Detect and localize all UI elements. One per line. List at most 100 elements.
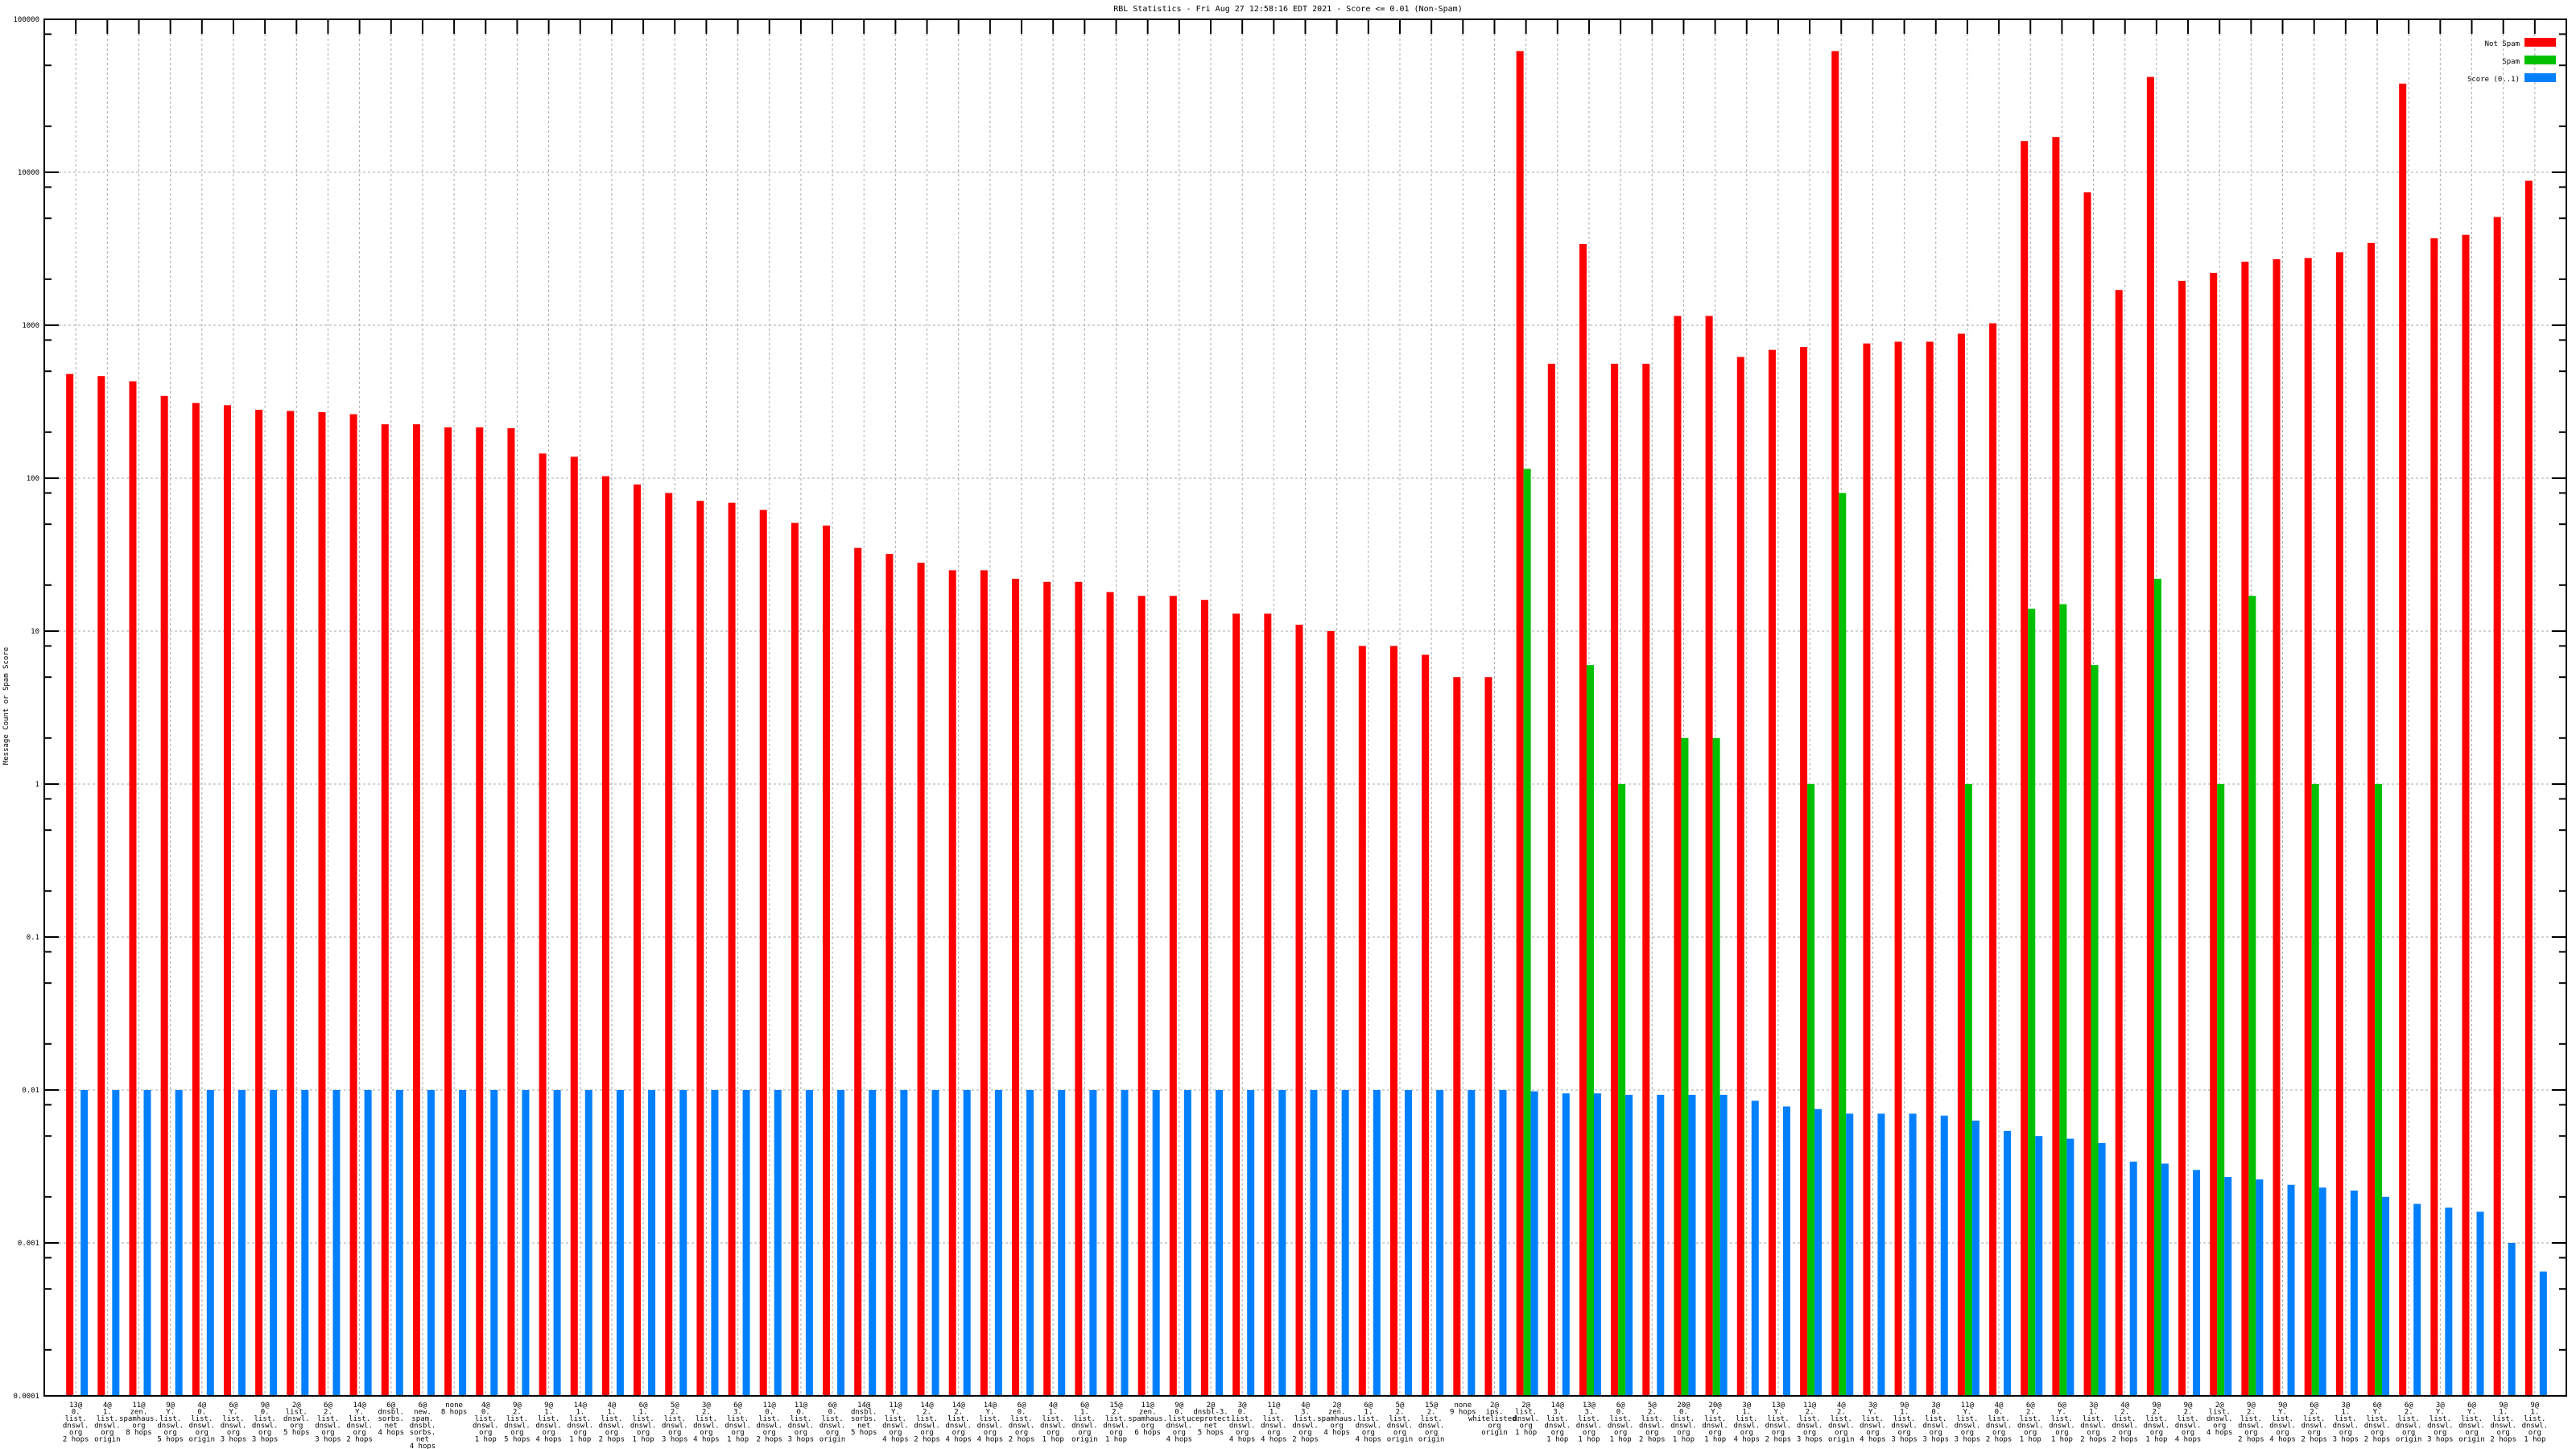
legend-label: Score (0..1) xyxy=(2467,76,2520,84)
bar-score xyxy=(1121,1090,1129,1396)
x-tick-label-line: list. xyxy=(633,1415,654,1423)
bar-score xyxy=(1719,1094,1728,1396)
x-tick-label-line: 1 hop xyxy=(1042,1436,1064,1444)
bar-spam xyxy=(1681,737,1689,1396)
bar-not-spam xyxy=(476,427,484,1396)
bar-score xyxy=(2161,1163,2169,1396)
bar-score xyxy=(2413,1203,2421,1396)
x-tick-label: 9@ 0. list. dnswl. org 4 hops xyxy=(1166,1402,1193,1444)
bar-score xyxy=(301,1090,309,1396)
x-tick-label: 6@ 1. list. dnswl. org 4 hops xyxy=(1356,1402,1382,1444)
x-tick-label-line: 1. xyxy=(1364,1409,1373,1417)
bar-score xyxy=(805,1090,813,1396)
bar-score xyxy=(395,1090,403,1396)
bar-score xyxy=(1530,1091,1538,1396)
x-tick-label-line: list. xyxy=(1704,1415,1726,1423)
x-tick-label-line: 3 hops xyxy=(1891,1436,1918,1444)
x-tick-label-line: dnswl. xyxy=(756,1422,782,1430)
x-tick-label-line: list. xyxy=(1893,1415,1915,1423)
bar-not-spam xyxy=(381,424,389,1396)
x-tick-label-line: dnswl. xyxy=(315,1422,341,1430)
bar-not-spam xyxy=(192,402,200,1397)
x-tick-label-line: 3@ xyxy=(1931,1402,1940,1410)
bar-not-spam xyxy=(917,563,925,1396)
bar-score xyxy=(459,1090,467,1396)
x-tick-label-line: list. xyxy=(1294,1415,1316,1423)
bar-score xyxy=(237,1090,246,1396)
x-tick-label-line: 1 hop xyxy=(1704,1436,1726,1444)
x-tick-label-line: 0. xyxy=(796,1409,805,1417)
x-tick-label-line: dnswl. xyxy=(1292,1422,1319,1430)
x-tick-label-line: list. xyxy=(1862,1415,1884,1423)
x-tick-label-line: net xyxy=(857,1422,870,1430)
x-tick-label-line: 5 hops xyxy=(1198,1429,1224,1437)
bar-not-spam xyxy=(1453,677,1461,1396)
x-tick-label-line: dnsbl. xyxy=(410,1422,436,1430)
y-tick-label: 1 xyxy=(35,781,39,789)
x-tick-label-line: list. xyxy=(1546,1415,1568,1423)
x-tick-label-line: org xyxy=(637,1429,650,1437)
x-tick-label-line: dnswl. xyxy=(504,1422,530,1430)
bar-not-spam xyxy=(601,476,609,1396)
x-tick-label-line: 2. xyxy=(1648,1409,1657,1417)
x-tick-label-line: 4 hops xyxy=(1860,1436,1886,1444)
x-tick-label-line: org xyxy=(1992,1429,2005,1437)
y-tick-label: 0.01 xyxy=(22,1087,39,1095)
x-tick-label-line: origin xyxy=(1418,1436,1445,1444)
x-tick-label-line: dnswl. xyxy=(724,1422,751,1430)
x-tick-label-line: 5 hops xyxy=(283,1429,310,1437)
x-tick-label-line: 1. xyxy=(1049,1409,1058,1417)
bar-score xyxy=(1593,1093,1601,1396)
bar-not-spam xyxy=(2304,258,2312,1396)
x-tick-label-line: 4 hops xyxy=(693,1436,720,1444)
x-tick-label-line: dnswl. xyxy=(2144,1422,2170,1430)
x-tick-label-line: org xyxy=(1897,1429,1910,1437)
x-tick-label-line: list. xyxy=(1925,1415,1946,1423)
x-tick-label: 3@ 1. list. dnswl. org 4 hops xyxy=(1734,1402,1761,1444)
x-tick-label-line: org xyxy=(132,1422,145,1430)
x-tick-label-line: 2@ xyxy=(1207,1402,1216,1410)
bar-not-spam xyxy=(2083,192,2091,1397)
x-tick-label: 4@ 1. list. dnswl. org 2 hops xyxy=(599,1402,625,1444)
bar-not-spam xyxy=(1800,347,1808,1396)
x-tick-label-line: 6@ xyxy=(1364,1402,1373,1410)
x-tick-label: 14@ 1. list. dnswl. org 1 hop xyxy=(568,1402,594,1444)
bar-score xyxy=(2445,1208,2453,1396)
bar-score xyxy=(2066,1138,2074,1396)
x-tick-label-line: list. xyxy=(2366,1415,2388,1423)
x-tick-label-line: 1. xyxy=(2499,1409,2508,1417)
x-tick-label-line: dnswl. xyxy=(1103,1422,1129,1430)
legend-swatch xyxy=(2524,38,2556,47)
x-tick-label-line: org xyxy=(1551,1429,1564,1437)
bar-not-spam xyxy=(287,411,295,1396)
x-tick-label-line: Y. xyxy=(1711,1409,1719,1417)
x-tick-label: 13@ Y. list. dnswl. org 2 hops xyxy=(1765,1402,1792,1444)
bar-score xyxy=(1877,1113,1885,1396)
x-tick-label-line: 20@ xyxy=(1708,1402,1722,1410)
x-tick-label: 9@ Y. list. dnswl. org 5 hops xyxy=(157,1402,184,1444)
x-tick-label: 2@ list. dnswl. org 4 hops xyxy=(2207,1402,2233,1437)
x-tick-label-line: org xyxy=(2308,1429,2321,1437)
bar-not-spam xyxy=(886,554,894,1396)
x-tick-label-line: 14@ xyxy=(574,1402,588,1410)
x-tick-label-line: origin xyxy=(2396,1436,2422,1444)
bar-not-spam xyxy=(223,405,231,1397)
x-tick-label-line: Y. xyxy=(985,1409,994,1417)
bar-not-spam xyxy=(1043,581,1051,1396)
legend: Not Spam Spam Score (0..1) xyxy=(2467,38,2556,84)
x-tick-label: 2@ zen. spamhaus. org 4 hops xyxy=(1317,1402,1356,1437)
x-tick-label-line: 6@ xyxy=(639,1402,648,1410)
x-tick-label-line: org xyxy=(795,1429,807,1437)
bar-spam xyxy=(1712,737,1720,1396)
x-tick-label: 2@ list. dnswl. org 5 hops xyxy=(283,1402,310,1437)
x-tick-label-line: 3@ xyxy=(1238,1402,1247,1410)
x-tick-label: 4@ 3. list. dnswl. org 2 hops xyxy=(1292,1402,1319,1444)
x-tick-label-line: dnswl. xyxy=(819,1422,846,1430)
x-tick-label-line: 6@ xyxy=(1018,1402,1026,1410)
x-tick-label-line: org xyxy=(1267,1429,1280,1437)
x-tick-label-line: 9@ xyxy=(166,1402,175,1410)
legend-swatch xyxy=(2524,56,2556,64)
x-tick-label-line: org xyxy=(1488,1422,1501,1430)
x-tick-label-line: dnswl. xyxy=(346,1422,373,1430)
